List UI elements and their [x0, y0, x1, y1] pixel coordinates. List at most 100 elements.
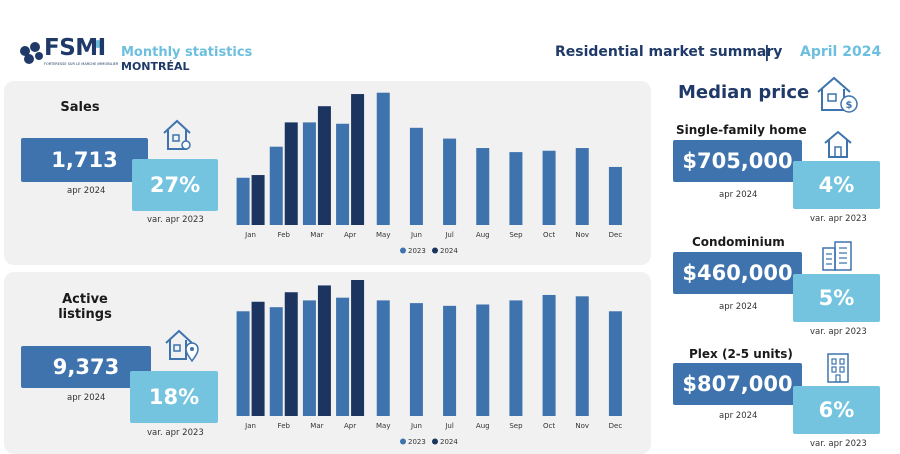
sales-value-caption: apr 2024 [67, 186, 106, 196]
sales-bar-2023-may [376, 92, 390, 225]
listings-title-line1: Active [62, 292, 108, 307]
listings-tick-nov: Nov [575, 422, 589, 430]
sales-tick-nov: Nov [575, 231, 589, 239]
listings-bar-2023-oct [542, 294, 556, 416]
sales-legend-marker-2024 [432, 247, 438, 254]
sales-tick-jul: Jul [444, 231, 454, 239]
plex-building-icon [827, 353, 849, 383]
logo-text: FSMI [44, 35, 106, 61]
listings-legend-marker-2023 [400, 438, 406, 445]
house-pin-icon [165, 329, 199, 363]
single-family-variation-caption: var. apr 2023 [810, 214, 867, 224]
house-dollar-icon: $ [817, 76, 858, 113]
sales-tick-feb: Feb [278, 231, 291, 239]
listings-bar-2023-feb [269, 307, 283, 416]
sales-bar-2023-mar [302, 122, 316, 225]
single-family-price-caption: apr 2024 [719, 190, 758, 200]
sales-bar-2024-mar [317, 106, 331, 225]
sales-bar-2024-jan [251, 175, 265, 225]
single-family-variation: 4% [793, 161, 880, 209]
listings-tick-may: May [376, 422, 390, 430]
sales-bar-2023-nov [575, 148, 589, 225]
listings-legend-marker-2024 [432, 438, 438, 445]
condominium-type: Condominium [692, 235, 785, 249]
sales-tick-mar: Mar [310, 231, 323, 239]
sales-legend-marker-2023 [400, 247, 406, 254]
header-separator: | [764, 42, 770, 61]
sales-bar-2023-sep [509, 152, 523, 225]
sales-bar-2023-apr [336, 123, 350, 225]
sales-tick-dec: Dec [609, 231, 623, 239]
sales-bar-2023-aug [476, 148, 490, 225]
plex-price: $807,000 [673, 363, 802, 405]
listings-tick-jan: Jan [244, 422, 256, 430]
listings-variation: 18% [130, 371, 218, 423]
listings-bar-2023-jun [409, 303, 423, 416]
listings-bar-2024-mar [317, 285, 331, 416]
listings-chart: Jan Feb Mar Apr May Jun Jul Aug Sep Oct Nov Dec 2023… [236, 280, 623, 446]
sales-tick-oct: Oct [543, 231, 555, 239]
listings-tick-jul: Jul [444, 422, 454, 430]
listings-bar-2023-jul [443, 305, 457, 416]
median-price-title: Median price [678, 82, 810, 103]
listings-bar-2023-jan [236, 311, 250, 416]
sales-bar-2023-jun [409, 127, 423, 225]
sales-tick-jun: Jun [410, 231, 422, 239]
listings-bar-2023-apr [336, 297, 350, 416]
house-key-icon [163, 119, 191, 150]
sales-tick-sep: Sep [509, 231, 523, 239]
house-icon [824, 130, 852, 158]
condo-building-icon [822, 241, 852, 271]
sales-bar-2024-feb [284, 122, 298, 225]
sales-tick-apr: Apr [344, 231, 356, 239]
listings-title-line2: listings [58, 307, 112, 322]
sales-bar-2023-feb [269, 146, 283, 225]
listings-variation-caption: var. apr 2023 [147, 428, 204, 438]
report-title: Residential market summary [555, 44, 783, 60]
logo-mark-icon [20, 40, 102, 64]
sales-legend-label-2024: 2024 [440, 247, 458, 255]
listings-tick-apr: Apr [344, 422, 356, 430]
plex-type: Plex (2-5 units) [689, 347, 793, 361]
listings-tick-oct: Oct [543, 422, 555, 430]
listings-tick-sep: Sep [509, 422, 523, 430]
listings-legend-label-2023: 2023 [408, 438, 426, 446]
sales-tick-may: May [376, 231, 390, 239]
sales-bar-2023-oct [542, 150, 556, 225]
single-family-price: $705,000 [673, 140, 802, 182]
listings-bar-2024-jan [251, 301, 265, 416]
logo-subtext: FORTERESSE SUR LE MARCHE IMMOBILIER [44, 62, 119, 66]
listings-tick-dec: Dec [609, 422, 623, 430]
listings-value: 9,373 [21, 346, 151, 388]
listings-tick-jun: Jun [410, 422, 422, 430]
sales-bar-2023-jul [443, 138, 457, 225]
single-family-type: Single-family home [676, 123, 807, 137]
listings-bar-2023-aug [476, 304, 490, 416]
sales-value: 1,713 [21, 138, 148, 182]
listings-bar-2024-feb [284, 292, 298, 416]
listings-title: Active listings [40, 292, 130, 322]
sales-tick-jan: Jan [244, 231, 256, 239]
condominium-price-caption: apr 2024 [719, 302, 758, 312]
listings-bar-2023-sep [509, 300, 523, 416]
page-title: Monthly statistics [121, 45, 253, 60]
sales-title: Sales [60, 100, 100, 115]
condominium-variation: 5% [793, 274, 880, 322]
sales-tick-aug: Aug [476, 231, 490, 239]
plex-price-caption: apr 2024 [719, 411, 758, 421]
listings-bar-2024-apr [351, 280, 365, 416]
listings-value-caption: apr 2024 [67, 393, 106, 403]
report-month: April 2024 [800, 44, 882, 60]
sales-chart: Jan Feb Mar Apr May Jun Jul Aug Sep Oct Nov Dec 2023… [236, 92, 623, 255]
listings-tick-aug: Aug [476, 422, 490, 430]
condominium-price: $460,000 [673, 252, 802, 294]
plex-variation-caption: var. apr 2023 [810, 439, 867, 449]
plex-variation: 6% [793, 386, 880, 434]
sales-bar-2023-jan [236, 177, 250, 225]
listings-bar-2023-may [376, 300, 390, 416]
listings-bar-2023-mar [302, 300, 316, 416]
sales-variation: 27% [132, 159, 218, 211]
sales-bar-2024-apr [351, 94, 365, 225]
sales-bar-2023-dec [608, 166, 622, 225]
listings-tick-mar: Mar [310, 422, 323, 430]
